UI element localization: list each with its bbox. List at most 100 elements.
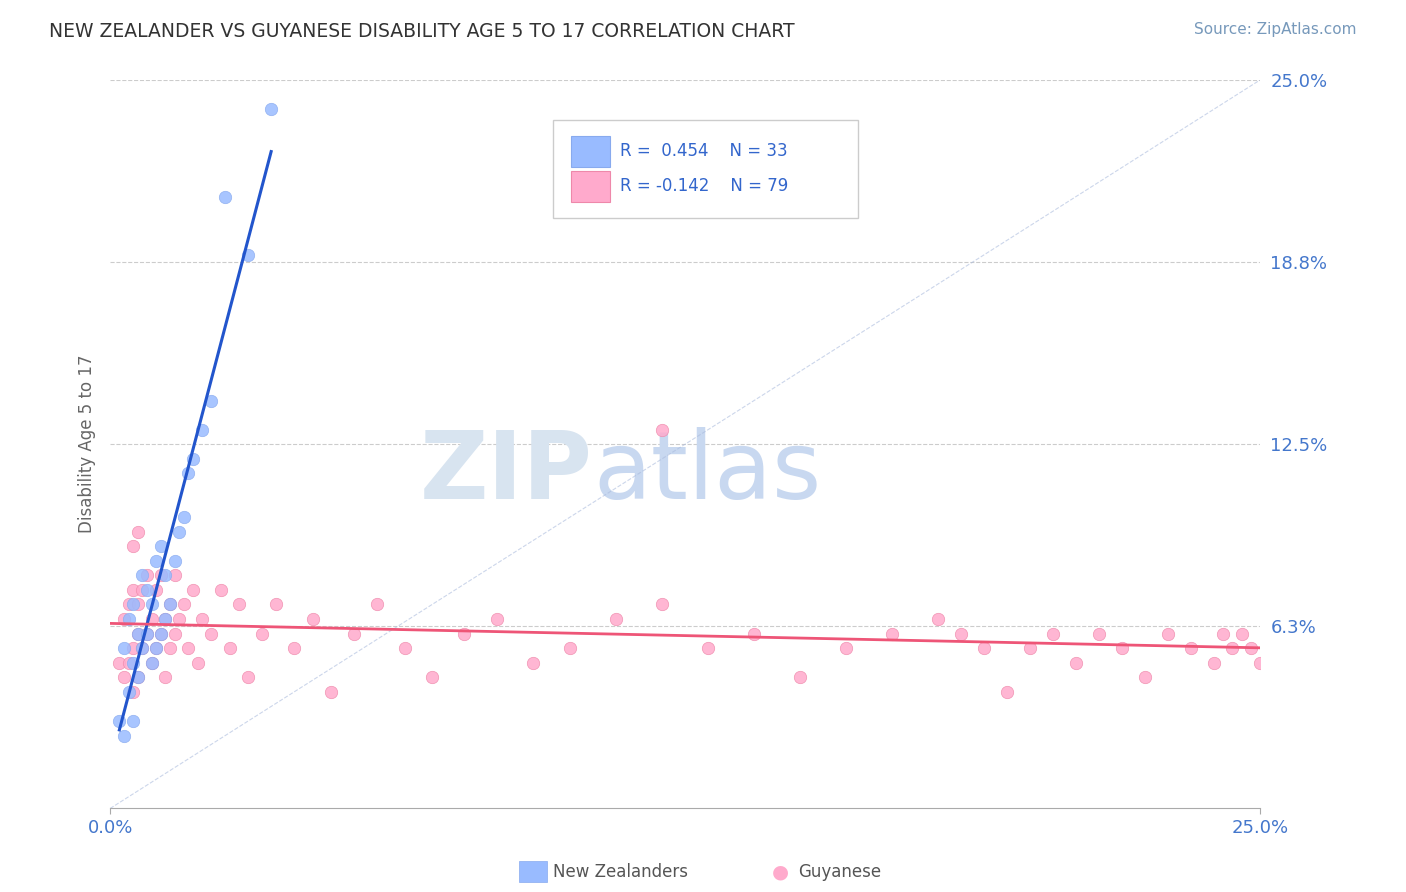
Point xyxy=(163,626,186,640)
Text: ●: ● xyxy=(772,863,789,882)
Point xyxy=(112,729,135,743)
Point xyxy=(1222,641,1244,656)
Point xyxy=(141,656,163,670)
Point xyxy=(159,598,181,612)
Point xyxy=(453,626,475,640)
Point xyxy=(200,393,222,408)
Text: New Zealanders: New Zealanders xyxy=(553,863,688,881)
Point xyxy=(145,641,167,656)
Text: ZIP: ZIP xyxy=(420,427,593,519)
Point xyxy=(173,510,195,524)
Point xyxy=(1042,626,1064,640)
Point xyxy=(117,612,139,626)
Point xyxy=(319,685,342,699)
Point xyxy=(131,641,153,656)
Point xyxy=(394,641,416,656)
Point xyxy=(127,598,149,612)
Point xyxy=(112,670,135,684)
Point xyxy=(950,626,973,640)
Point xyxy=(1180,641,1202,656)
Text: Source: ZipAtlas.com: Source: ZipAtlas.com xyxy=(1194,22,1357,37)
Point xyxy=(112,612,135,626)
Point xyxy=(301,612,323,626)
Point xyxy=(264,598,287,612)
Point xyxy=(141,656,163,670)
Point xyxy=(835,641,858,656)
Point xyxy=(1088,626,1111,640)
Point xyxy=(136,626,159,640)
Point xyxy=(122,685,145,699)
Point xyxy=(127,670,149,684)
Point xyxy=(149,539,172,553)
Text: R = -0.142    N = 79: R = -0.142 N = 79 xyxy=(620,178,787,195)
Point xyxy=(167,612,190,626)
Text: NEW ZEALANDER VS GUYANESE DISABILITY AGE 5 TO 17 CORRELATION CHART: NEW ZEALANDER VS GUYANESE DISABILITY AGE… xyxy=(49,22,794,41)
Point xyxy=(145,554,167,568)
Point xyxy=(1019,641,1042,656)
Point xyxy=(191,423,214,437)
Point xyxy=(697,641,720,656)
Point xyxy=(1212,626,1234,640)
Point xyxy=(149,626,172,640)
Point xyxy=(117,685,139,699)
Point xyxy=(1064,656,1087,670)
Point xyxy=(127,626,149,640)
Point xyxy=(187,656,209,670)
Point xyxy=(1240,641,1263,656)
Point xyxy=(1157,626,1180,640)
Point xyxy=(163,554,186,568)
Point xyxy=(927,612,949,626)
Point xyxy=(112,641,135,656)
Point xyxy=(145,582,167,597)
Point xyxy=(149,626,172,640)
Point xyxy=(283,641,305,656)
Point xyxy=(122,582,145,597)
Point xyxy=(122,641,145,656)
Point xyxy=(159,598,181,612)
FancyBboxPatch shape xyxy=(571,171,610,202)
Point xyxy=(122,656,145,670)
Point xyxy=(117,656,139,670)
Point xyxy=(651,598,673,612)
Point xyxy=(420,670,443,684)
Point xyxy=(181,582,204,597)
Point xyxy=(141,598,163,612)
Point xyxy=(260,102,283,116)
Point xyxy=(117,598,139,612)
Point xyxy=(1111,641,1133,656)
Point xyxy=(131,582,153,597)
Point xyxy=(127,626,149,640)
Point xyxy=(127,670,149,684)
Point xyxy=(651,423,673,437)
Point xyxy=(1230,626,1253,640)
Point xyxy=(742,626,765,640)
Point xyxy=(155,568,177,582)
Point xyxy=(209,582,232,597)
Point xyxy=(149,568,172,582)
Point xyxy=(108,714,131,728)
Point xyxy=(250,626,273,640)
Point xyxy=(167,524,190,539)
Point xyxy=(177,641,200,656)
Point xyxy=(1202,656,1225,670)
Point xyxy=(122,539,145,553)
Point xyxy=(973,641,995,656)
Point xyxy=(789,670,811,684)
Point xyxy=(155,612,177,626)
Point xyxy=(136,626,159,640)
Point xyxy=(343,626,366,640)
FancyBboxPatch shape xyxy=(553,120,858,219)
Point xyxy=(159,641,181,656)
Point xyxy=(214,189,236,203)
Point xyxy=(218,641,240,656)
Point xyxy=(122,598,145,612)
Point xyxy=(163,568,186,582)
Point xyxy=(236,248,259,262)
FancyBboxPatch shape xyxy=(571,136,610,167)
Point xyxy=(191,612,214,626)
Point xyxy=(173,598,195,612)
Point xyxy=(522,656,544,670)
Point xyxy=(177,467,200,481)
Point xyxy=(108,656,131,670)
Point xyxy=(605,612,627,626)
